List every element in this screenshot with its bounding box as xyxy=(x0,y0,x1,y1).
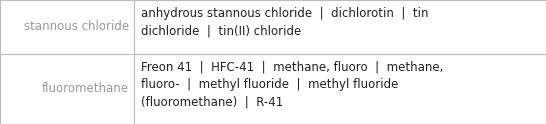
Text: anhydrous stannous chloride  |  dichlorotin  |  tin
dichloride  |  tin(II) chlor: anhydrous stannous chloride | dichloroti… xyxy=(141,7,429,37)
Text: Freon 41  |  HFC-41  |  methane, fluoro  |  methane,
fluoro-  |  methyl fluoride: Freon 41 | HFC-41 | methane, fluoro | me… xyxy=(141,61,444,109)
Text: stannous chloride: stannous chloride xyxy=(23,20,129,33)
Text: fluoromethane: fluoromethane xyxy=(42,82,129,95)
